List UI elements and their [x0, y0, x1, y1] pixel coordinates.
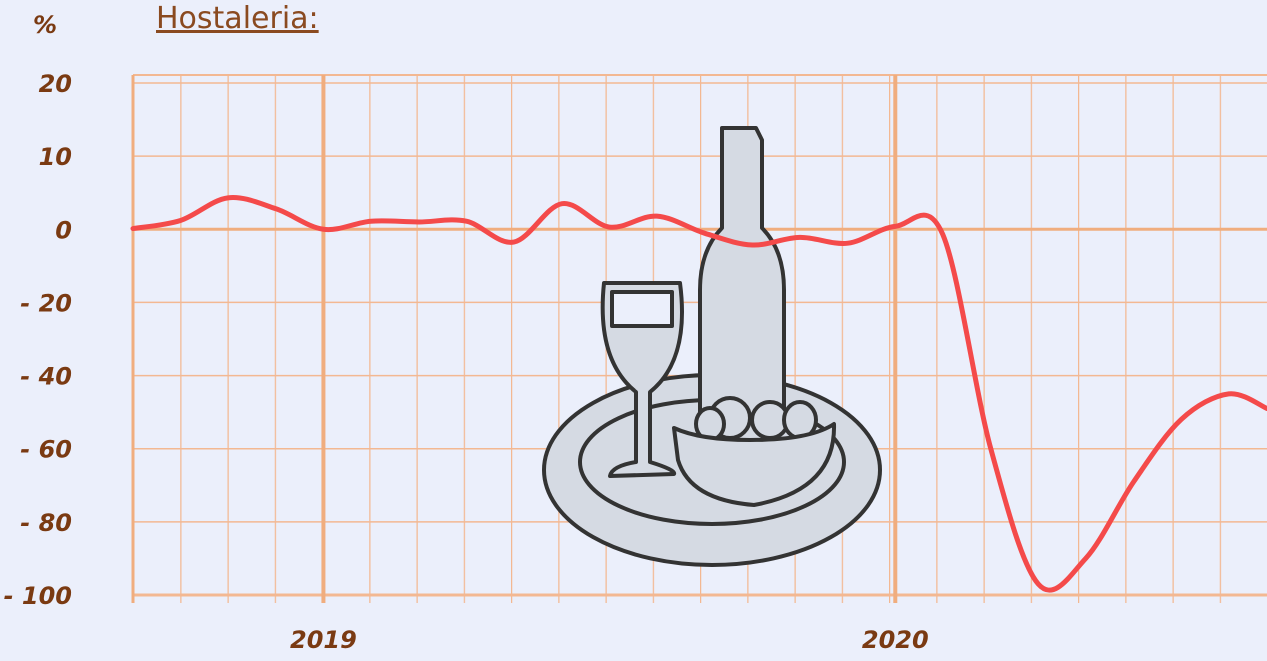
y-axis-label: %	[33, 11, 57, 39]
y-tick-label: - 40	[20, 363, 72, 391]
y-tick-label: 0	[55, 216, 72, 244]
x-tick-label: 2020	[862, 626, 929, 654]
y-tick-label: 20	[39, 70, 72, 98]
y-tick-label: - 100	[4, 582, 72, 610]
y-tick-label: - 60	[20, 436, 72, 464]
chart: % Hostaleria: 20 10 0 - 20 - 40 - 60 - 80 - 100…	[0, 0, 1267, 661]
y-tick-label: 10	[39, 143, 72, 171]
x-tick-label: 2019	[290, 626, 357, 654]
y-tick-label: - 20	[20, 289, 72, 317]
y-tick-label: - 80	[20, 509, 72, 537]
chart-title: Hostaleria:	[156, 1, 319, 36]
